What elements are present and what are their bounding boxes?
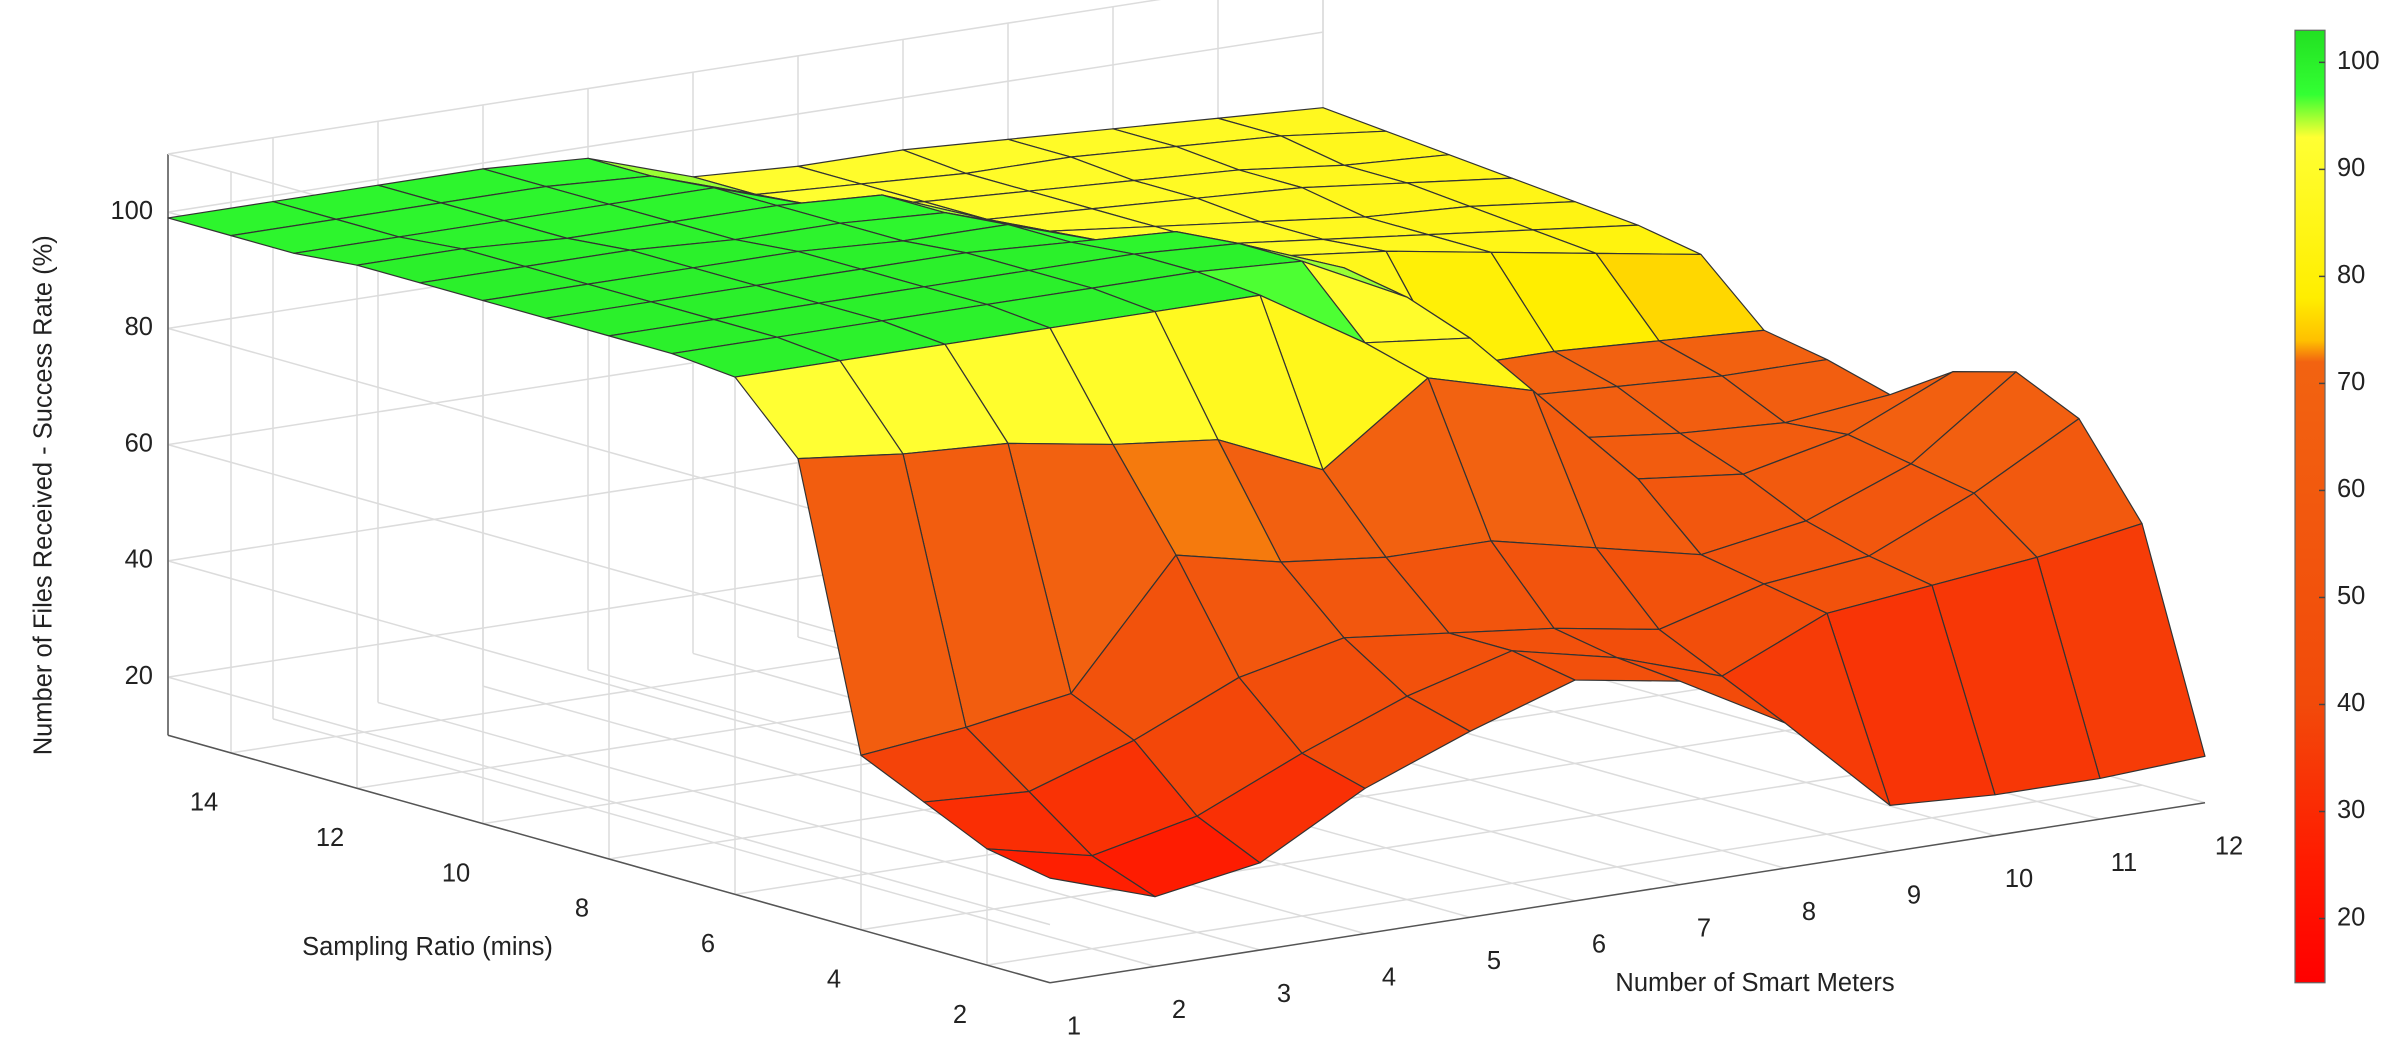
z-tick-label: 100 xyxy=(110,197,153,225)
x-tick-label: 1 xyxy=(1067,1012,1081,1040)
surface-patch xyxy=(986,848,1156,898)
x-tick-label: 11 xyxy=(2111,849,2137,877)
z-tick-label: 40 xyxy=(125,546,153,574)
y-tick-label: 10 xyxy=(442,859,470,887)
x-tick-label: 9 xyxy=(1907,882,1921,910)
x-tick-label: 12 xyxy=(2215,832,2243,860)
colorbar-tick-label: 60 xyxy=(2337,475,2365,503)
colorbar-tick-label: 20 xyxy=(2337,903,2365,931)
z-tick-label: 80 xyxy=(125,313,153,341)
x-tick-label: 10 xyxy=(2005,865,2033,893)
x-tick-label: 5 xyxy=(1487,947,1501,975)
x-tick-label: 3 xyxy=(1277,980,1291,1008)
z-tick-label: 20 xyxy=(125,662,153,690)
colorbar-tick-label: 70 xyxy=(2337,368,2365,396)
colorbar-tick-label: 90 xyxy=(2337,154,2365,182)
axis-line xyxy=(1049,802,2206,984)
x-tick-label: 8 xyxy=(1802,898,1816,926)
x-tick-label: 7 xyxy=(1697,914,1711,942)
y-tick-label: 4 xyxy=(827,965,841,993)
y-tick-label: 12 xyxy=(316,824,344,852)
y-tick-label: 8 xyxy=(575,895,589,923)
box-edge xyxy=(167,0,1162,155)
y-tick-label: 14 xyxy=(190,789,218,817)
grid-line xyxy=(986,784,2143,966)
axis-line xyxy=(167,734,1051,984)
colorbar-tick-label: 100 xyxy=(2337,47,2380,75)
colorbar xyxy=(2294,29,2326,984)
y-axis-label: Sampling Ratio (mins) xyxy=(302,933,553,961)
colorbar-tick-label: 40 xyxy=(2337,689,2365,717)
x-tick-label: 2 xyxy=(1172,996,1186,1024)
grid-line xyxy=(860,748,2017,931)
x-axis-label: Number of Smart Meters xyxy=(1615,969,1894,997)
z-axis-label: Number of Files Received - Success Rate … xyxy=(30,235,58,755)
z-tick-label: 60 xyxy=(125,429,153,457)
x-tick-label: 6 xyxy=(1592,931,1606,959)
colorbar-tick-label: 30 xyxy=(2337,796,2365,824)
x-tick-label: 4 xyxy=(1382,963,1396,991)
y-tick-label: 6 xyxy=(701,930,715,958)
y-tick-label: 2 xyxy=(953,1001,967,1029)
grid-line xyxy=(167,31,1324,213)
colorbar-tick-label: 50 xyxy=(2337,582,2365,610)
colorbar-tick-label: 80 xyxy=(2337,261,2365,289)
